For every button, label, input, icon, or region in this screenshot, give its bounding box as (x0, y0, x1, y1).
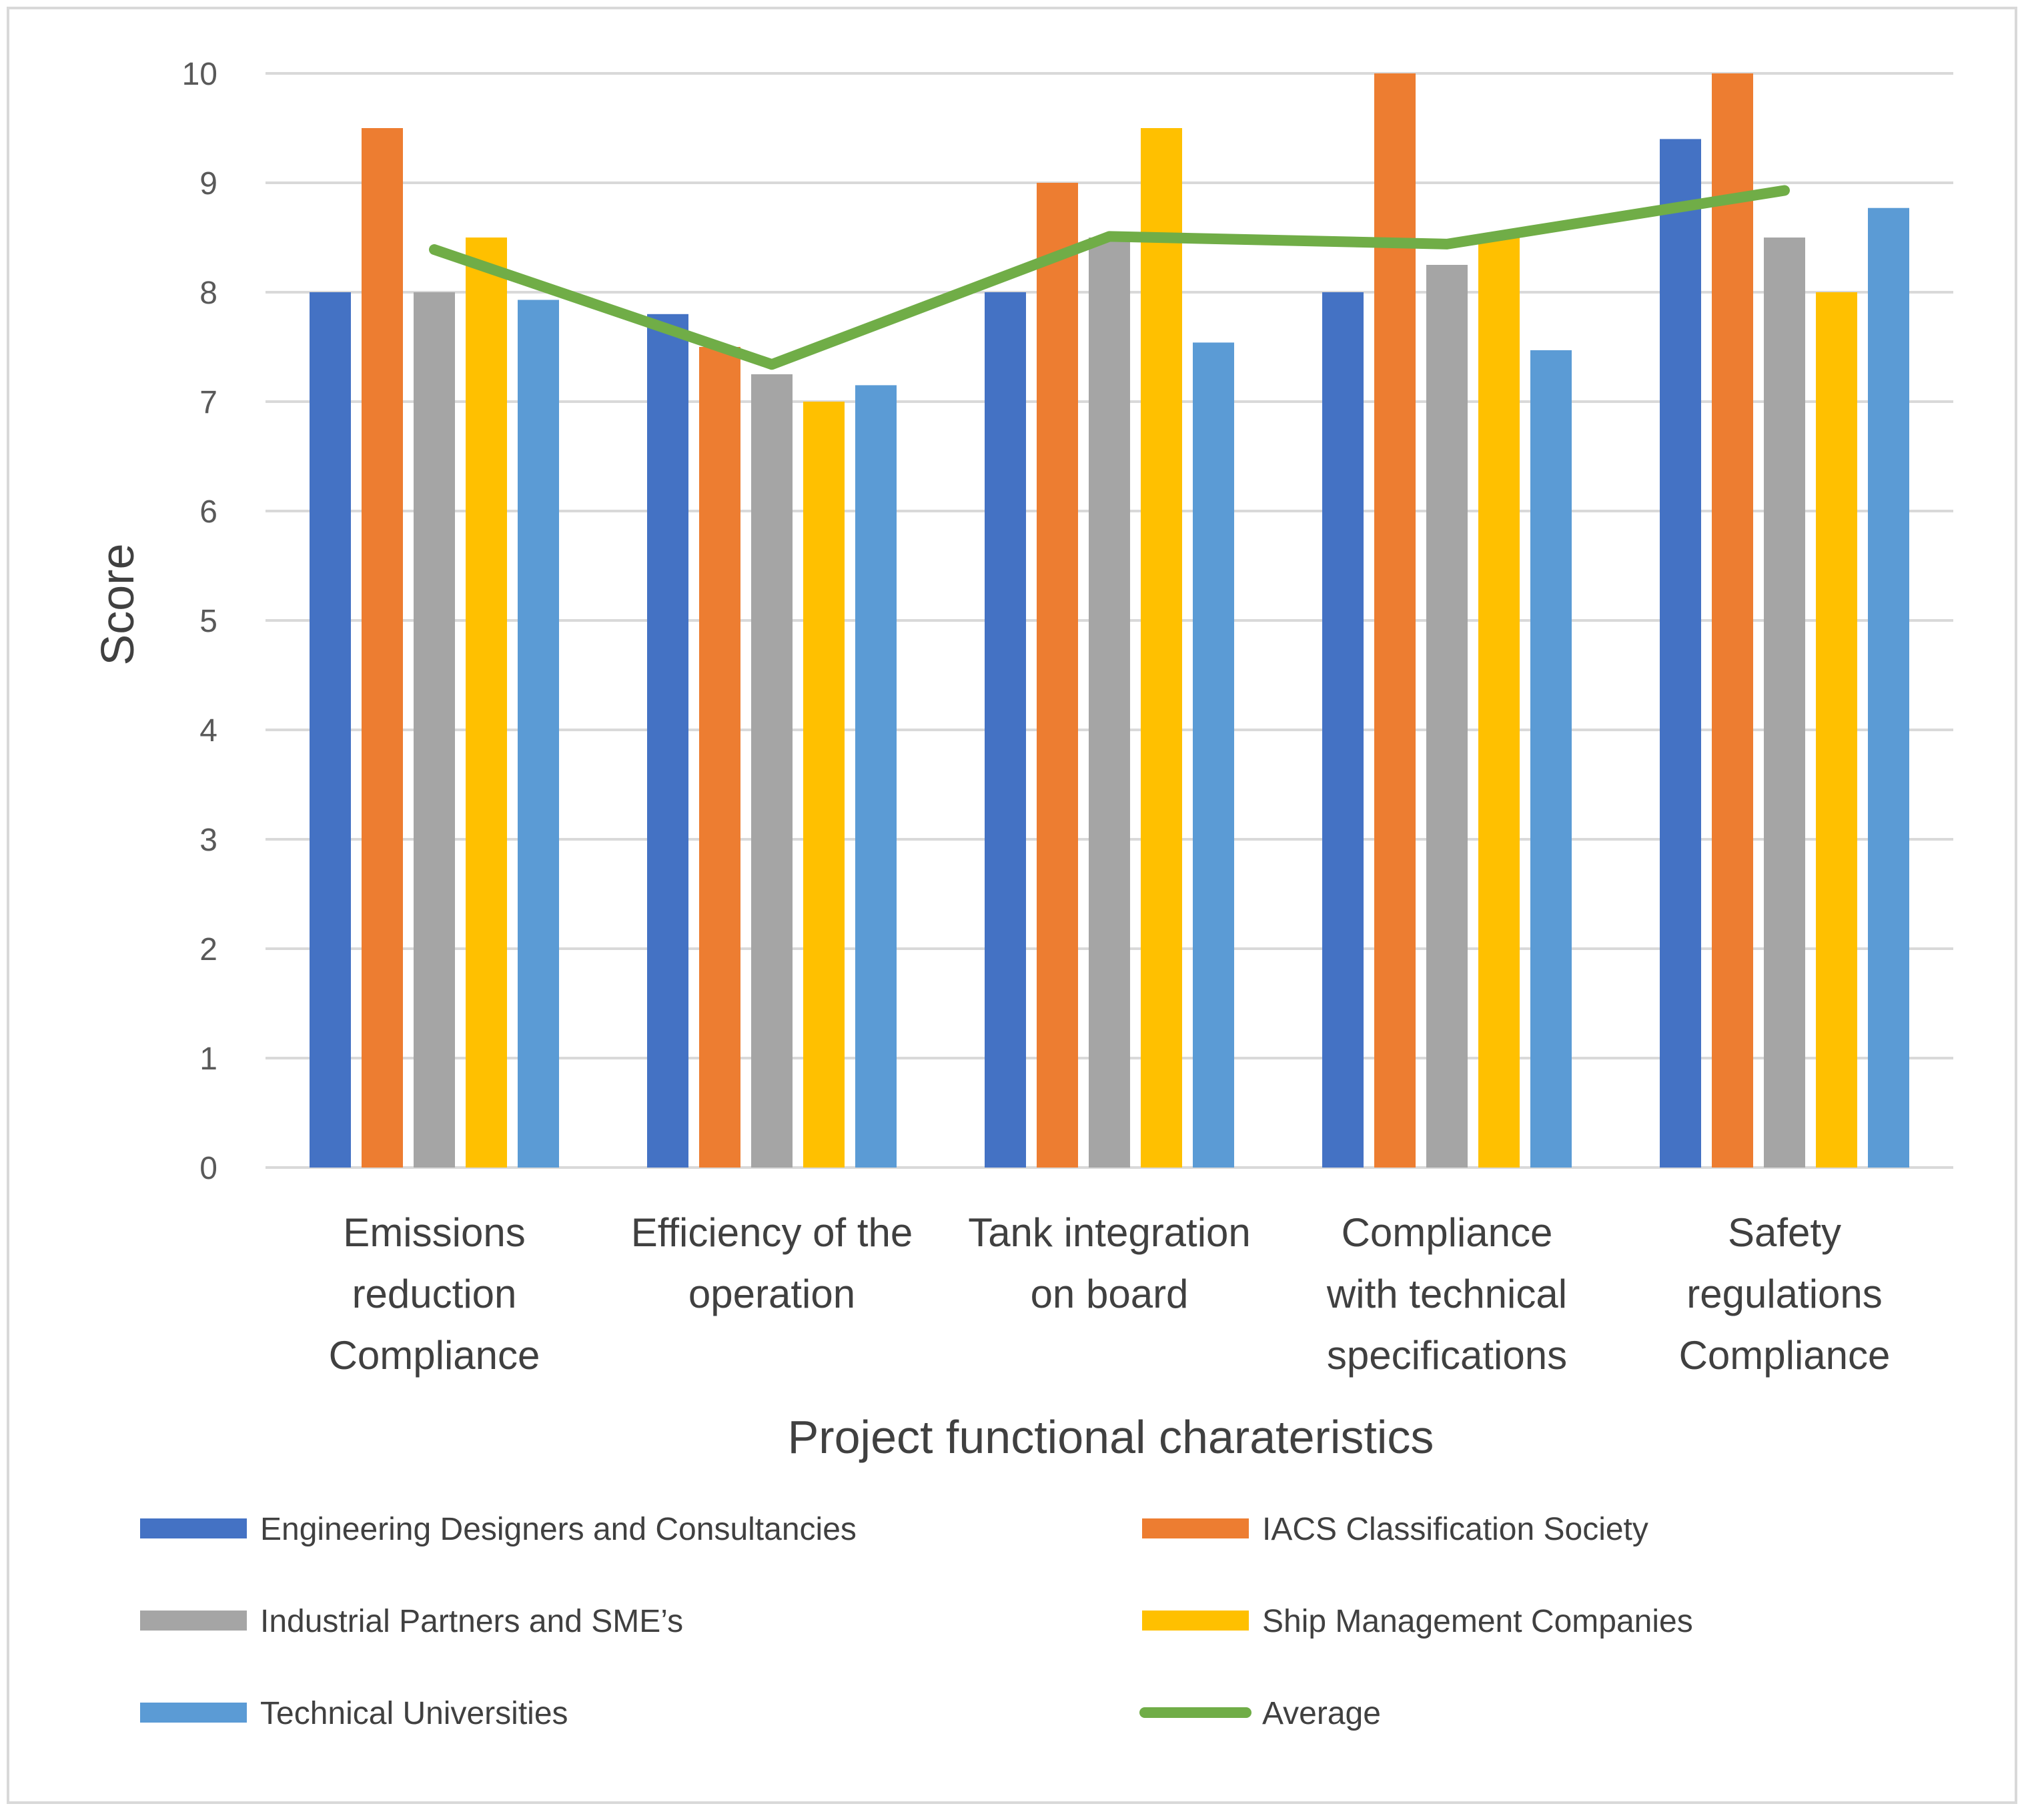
bar (414, 292, 455, 1168)
y-tick-labels: 0 1 2 3 4 5 6 7 8 9 10 (182, 57, 217, 1186)
bar (1193, 342, 1234, 1168)
y-tick-label: 2 (199, 932, 217, 967)
y-tick-label: 1 (199, 1041, 217, 1077)
x-tick-label: Tank integration on board (968, 1210, 1251, 1316)
bar (466, 238, 507, 1168)
bar (1530, 350, 1572, 1168)
bar (985, 292, 1026, 1168)
legend-swatch (1142, 1611, 1249, 1631)
bar (647, 314, 688, 1168)
legend-swatch (140, 1703, 247, 1723)
x-tick-label: Efficiency of the operation (631, 1210, 913, 1316)
legend-label: Engineering Designers and Consultancies (260, 1512, 857, 1547)
bar (699, 347, 740, 1168)
y-tick-label: 3 (199, 823, 217, 858)
y-tick-label: 9 (199, 166, 217, 201)
legend: Engineering Designers and Consultancies I… (140, 1512, 1693, 1731)
legend-label: Industrial Partners and SME’s (260, 1604, 683, 1639)
legend-swatch (1142, 1518, 1249, 1538)
bar (1037, 183, 1078, 1168)
bar (1478, 238, 1520, 1168)
legend-label: Ship Management Companies (1262, 1604, 1693, 1639)
bars (310, 73, 1909, 1168)
y-axis-title: Score (91, 544, 143, 666)
bar (803, 402, 845, 1168)
y-tick-label: 4 (199, 713, 217, 749)
legend-label: Technical Universities (260, 1696, 568, 1731)
legend-label: Average (1262, 1696, 1381, 1731)
bar (1374, 73, 1416, 1168)
legend-label: IACS Classification Society (1262, 1512, 1648, 1547)
bar (1660, 139, 1701, 1168)
bar (1764, 238, 1805, 1168)
x-tick-label: Emissions reduction Compliance (329, 1210, 540, 1378)
legend-swatch (140, 1611, 247, 1631)
y-tick-label: 8 (199, 276, 217, 311)
bar (1712, 73, 1753, 1168)
x-axis-title: Project functional charateristics (788, 1411, 1434, 1463)
bar (310, 292, 351, 1168)
x-tick-label: Safety regulations Compliance (1679, 1210, 1891, 1378)
y-tick-label: 6 (199, 494, 217, 530)
bar (1322, 292, 1364, 1168)
bar (855, 385, 897, 1168)
bar (518, 300, 559, 1168)
category-labels: Emissions reduction Compliance Efficiency o… (329, 1210, 1891, 1378)
bar (1089, 238, 1130, 1168)
bar (1426, 265, 1468, 1168)
average-line (429, 185, 1790, 370)
bar (1868, 207, 1909, 1168)
y-tick-label: 10 (182, 57, 217, 92)
bar (1141, 128, 1182, 1168)
y-tick-label: 0 (199, 1151, 217, 1186)
y-tick-label: 5 (199, 604, 217, 639)
series-line (429, 185, 1790, 370)
y-tick-label: 7 (199, 385, 217, 420)
x-tick-label: Compliance with technical specifications (1326, 1210, 1567, 1378)
bar (362, 128, 403, 1168)
bar (751, 374, 793, 1168)
legend-swatch (140, 1518, 247, 1538)
bar (1816, 292, 1857, 1168)
